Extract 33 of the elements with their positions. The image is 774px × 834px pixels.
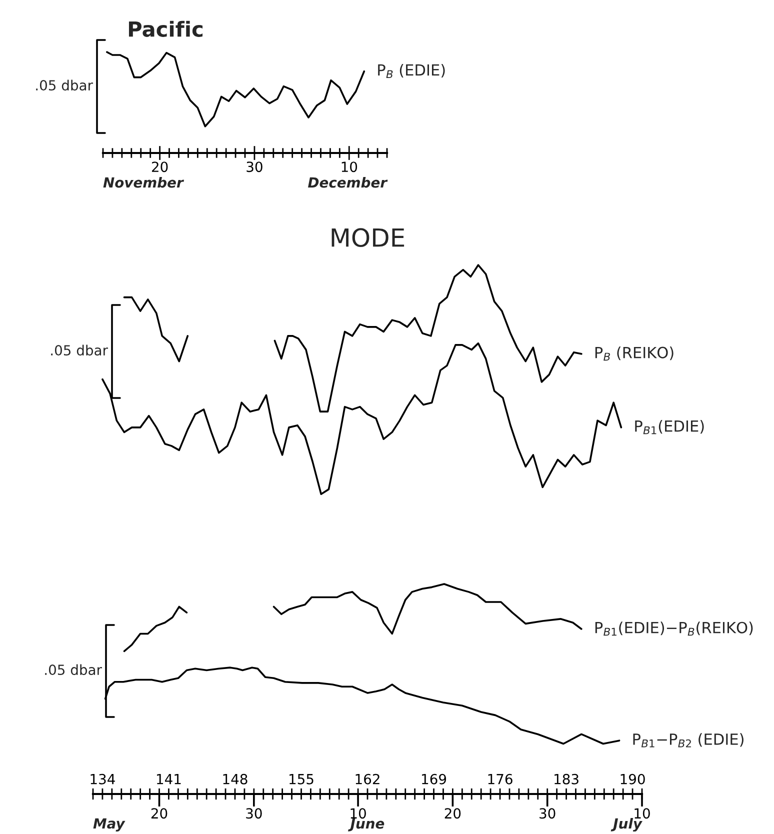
x-tick-label: 141 [156,774,181,784]
x-tick-label: 20 [152,162,168,172]
text: July [610,818,642,832]
x-tick-label: 176 [488,774,512,784]
x2-tick-label: 10 [634,808,650,819]
x-tick-label: 134 [90,774,115,784]
x-tick-label: 190 [620,774,645,784]
chart-title: Pacific [128,20,202,37]
x2-tick-label: 20 [151,808,168,819]
text: November [103,177,184,188]
text: December [308,177,388,188]
text: May [93,818,126,832]
x2-tick-label: 20 [444,808,461,819]
series-label: P$_{B1}$−P$_{B2}$ (EDIE) [633,733,744,748]
x-tick-label: 155 [290,774,314,784]
chart-title: MODE [332,228,404,248]
x-tick-label: 183 [554,774,578,784]
x-tick-label: 30 [246,162,262,172]
x2-tick-label: 30 [246,808,262,819]
annotation: .05 dbar [51,344,108,356]
annotation: .05 dbar [45,664,102,676]
text: .05 dbar [36,80,93,91]
series-label: P$_{B}$ (EDIE) [378,64,445,78]
x-tick-label: 148 [223,774,248,784]
x-tick-label: 162 [356,774,380,784]
x-tick-label: 10 [342,162,358,172]
series-label: P$_{B1}$(EDIE)−P$_{B}$(REIKO) [595,622,753,636]
x2-tick-label: 10 [350,808,366,819]
series-label: P$_{B}$ (REIKO) [595,346,674,361]
text: June [348,818,384,832]
x2-tick-label: 30 [540,808,556,819]
series-label: P$_{B1}$(EDIE) [635,420,704,434]
x-tick-label: 169 [422,774,446,784]
